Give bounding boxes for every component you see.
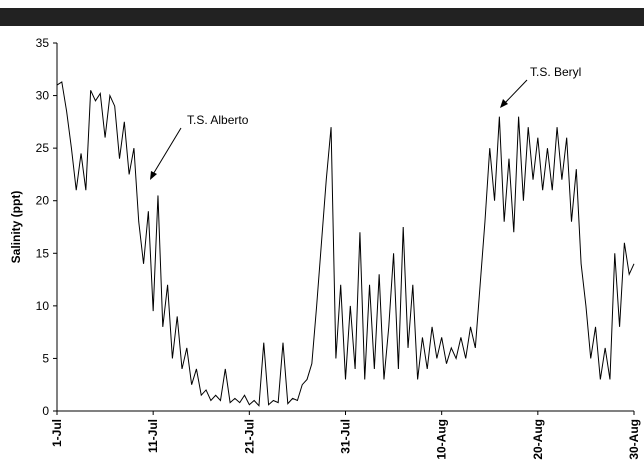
arrow-head [500,99,508,108]
x-tick-label: 11-Jul [146,419,160,453]
annotation-arrow [502,79,528,106]
y-tick-label: 30 [36,89,50,103]
y-axis-label: Salinity (ppt) [9,191,23,264]
y-tick-label: 35 [36,36,50,50]
y-tick-label: 15 [36,246,50,260]
annotation: T.S. Beryl [530,65,581,79]
x-tick-label: 21-Jul [242,419,256,454]
annotation: T.S. Alberto [187,113,249,127]
y-tick-label: 20 [36,194,50,208]
data-line [56,81,635,407]
x-tick-label: 10-Aug [435,419,449,460]
x-tick-label: 20-Aug [531,419,545,460]
arrow-head [150,171,157,180]
annotation-arrow [151,127,182,177]
header-bar [0,8,644,26]
y-tick-label: 25 [36,141,50,155]
x-tick-label: 31-Jul [339,419,353,454]
y-tick-label: 10 [36,299,50,313]
x-tick-label: 1-Jul [50,419,64,447]
y-tick-label: 5 [42,351,49,365]
y-tick-label: 0 [42,404,49,418]
x-tick-label: 30-Aug [627,419,641,460]
